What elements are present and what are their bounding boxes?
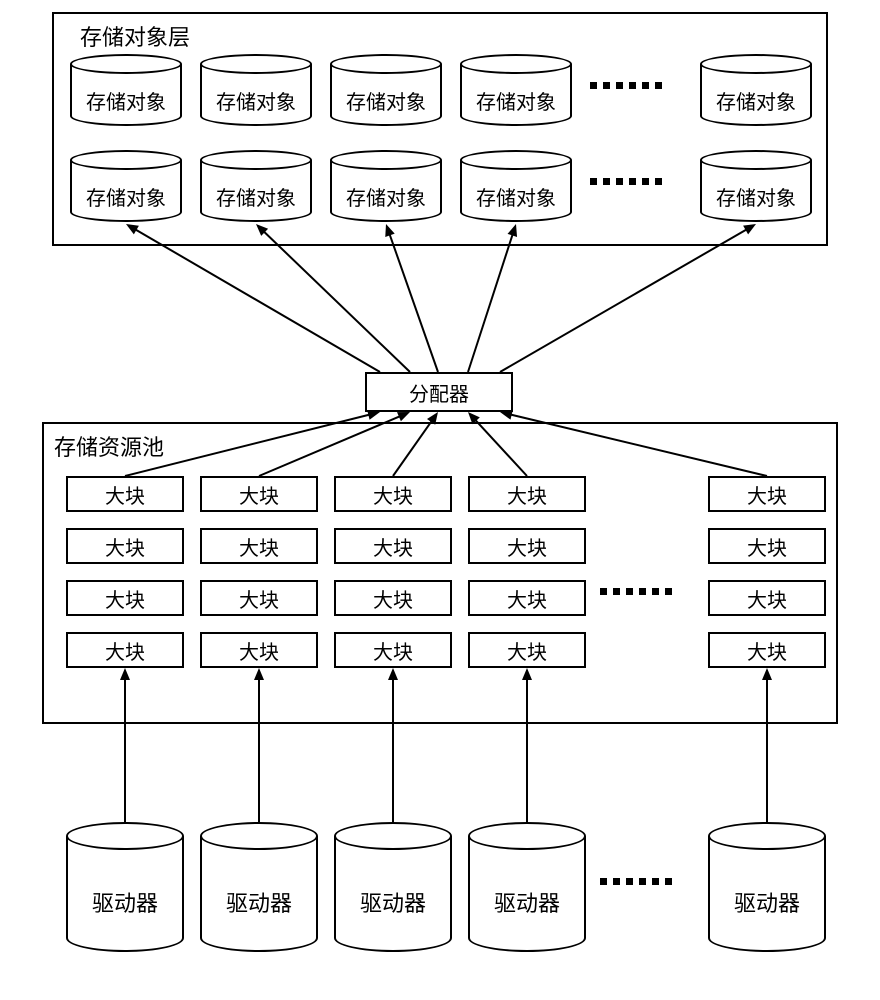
- dots-drivers: [600, 878, 672, 885]
- storage-object-0-2: 存储对象: [330, 54, 442, 126]
- storage-object-1-2: 存储对象: [330, 150, 442, 222]
- storage-object-1-1: 存储对象: [200, 150, 312, 222]
- chunk-1-0: 大块: [66, 528, 184, 564]
- storage-object-1-3-label: 存储对象: [460, 182, 572, 211]
- storage-object-0-1-label: 存储对象: [200, 86, 312, 115]
- storage-object-0-1: 存储对象: [200, 54, 312, 126]
- dots-pool: [600, 588, 672, 595]
- storage-object-1-1-label: 存储对象: [200, 182, 312, 211]
- resource-pool-title: 存储资源池: [54, 430, 164, 462]
- driver-2: 驱动器: [334, 822, 452, 952]
- chunk-0-4: 大块: [708, 476, 826, 512]
- chunk-0-1: 大块: [200, 476, 318, 512]
- allocator-label: 分配器: [409, 378, 469, 407]
- storage-object-1-0-label: 存储对象: [70, 182, 182, 211]
- chunk-0-0: 大块: [66, 476, 184, 512]
- chunk-3-4: 大块: [708, 632, 826, 668]
- chunk-2-2: 大块: [334, 580, 452, 616]
- storage-object-0-3-label: 存储对象: [460, 86, 572, 115]
- allocator-box: 分配器: [365, 372, 513, 412]
- resource-pool: [42, 422, 838, 724]
- chunk-1-1: 大块: [200, 528, 318, 564]
- chunk-1-3: 大块: [468, 528, 586, 564]
- storage-object-0-4-label: 存储对象: [700, 86, 812, 115]
- driver-1-label: 驱动器: [200, 886, 318, 918]
- chunk-3-2: 大块: [334, 632, 452, 668]
- driver-4: 驱动器: [708, 822, 826, 952]
- chunk-3-0: 大块: [66, 632, 184, 668]
- driver-3-label: 驱动器: [468, 886, 586, 918]
- storage-object-layer-title: 存储对象层: [80, 20, 190, 52]
- driver-2-label: 驱动器: [334, 886, 452, 918]
- storage-object-0-3: 存储对象: [460, 54, 572, 126]
- storage-object-0-4: 存储对象: [700, 54, 812, 126]
- storage-object-1-4-label: 存储对象: [700, 182, 812, 211]
- driver-0: 驱动器: [66, 822, 184, 952]
- chunk-2-4: 大块: [708, 580, 826, 616]
- driver-1: 驱动器: [200, 822, 318, 952]
- chunk-2-1: 大块: [200, 580, 318, 616]
- driver-0-label: 驱动器: [66, 886, 184, 918]
- chunk-3-3: 大块: [468, 632, 586, 668]
- chunk-0-2: 大块: [334, 476, 452, 512]
- chunk-2-3: 大块: [468, 580, 586, 616]
- driver-4-label: 驱动器: [708, 886, 826, 918]
- storage-object-1-0: 存储对象: [70, 150, 182, 222]
- chunk-2-0: 大块: [66, 580, 184, 616]
- storage-object-0-2-label: 存储对象: [330, 86, 442, 115]
- driver-3: 驱动器: [468, 822, 586, 952]
- storage-object-0-0-label: 存储对象: [70, 86, 182, 115]
- storage-object-1-4: 存储对象: [700, 150, 812, 222]
- chunk-3-1: 大块: [200, 632, 318, 668]
- storage-object-0-0: 存储对象: [70, 54, 182, 126]
- dots-obj-row1: [590, 82, 662, 89]
- storage-object-1-3: 存储对象: [460, 150, 572, 222]
- dots-obj-row2: [590, 178, 662, 185]
- chunk-1-2: 大块: [334, 528, 452, 564]
- storage-object-1-2-label: 存储对象: [330, 182, 442, 211]
- chunk-0-3: 大块: [468, 476, 586, 512]
- chunk-1-4: 大块: [708, 528, 826, 564]
